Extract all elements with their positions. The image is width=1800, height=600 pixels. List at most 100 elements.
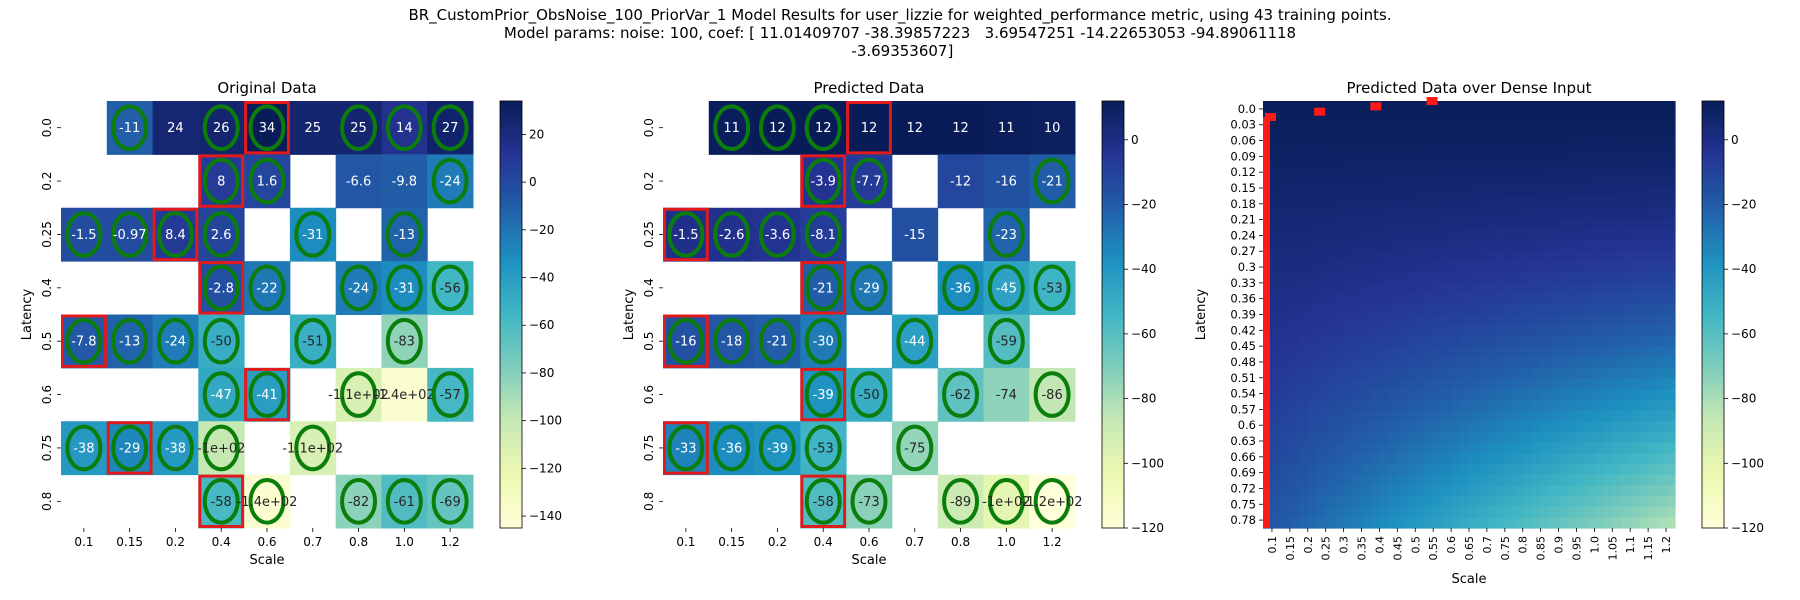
dense-heatmap-cell [1316,133,1327,145]
colorbar-band [1702,431,1724,438]
dense-heatmap-cell [1442,389,1452,401]
training-point-circle [942,477,980,525]
dense-heatmap-cell [1495,335,1506,348]
dense-heatmap-cell [1280,229,1291,241]
colorbar-tick-label: 0 [1131,133,1139,147]
cell-value-label: -86 [1041,388,1062,403]
dense-heatmap-cell [1325,357,1336,369]
dense-heatmap-cell [1513,378,1524,390]
dense-heatmap-cell [1576,261,1587,273]
dense-heatmap-cell [1442,431,1452,444]
dense-heatmap-cell [1397,442,1407,454]
dense-heatmap-cell [1549,207,1560,220]
dense-heatmap-cell [1325,346,1336,358]
dense-heatmap-cell [1263,101,1273,113]
dense-heatmap-cell [1316,282,1327,294]
training-point-circle [111,211,149,258]
dense-heatmap-cell [1343,293,1354,305]
dense-heatmap-cell [1433,143,1443,155]
colorbar-band [1102,362,1124,369]
dense-heatmap-cell [1585,485,1595,497]
colorbar-band [1702,442,1724,449]
dense-heatmap-cell [1325,186,1336,198]
dense-heatmap-cell [1594,335,1604,348]
dense-heatmap-cell [1603,250,1613,262]
dense-heatmap-cell [1639,357,1649,369]
dense-heatmap-cell [1280,282,1291,294]
dense-heatmap-cell [1531,346,1542,358]
dense-heatmap-cell [1442,186,1452,198]
dense-heatmap-cell [1325,378,1336,390]
training-point-circle [431,104,469,152]
dense-heatmap-cell [1594,506,1604,518]
dense-heatmap-cell [1576,250,1587,262]
dense-heatmap-cell [1388,495,1398,508]
colorbar-band [1102,373,1124,380]
dense-heatmap-cell [1397,303,1407,316]
dense-heatmap-cell [1477,175,1488,187]
dense-heatmap-cell [1370,463,1381,476]
dense-heatmap-cell [1549,346,1560,358]
dense-heatmap-cell [1442,101,1452,113]
dense-heatmap-cell [1307,143,1318,155]
dense-heatmap-cell [1486,431,1497,444]
colorbar-band [500,506,522,513]
dense-heatmap-cell [1433,229,1443,241]
dense-heatmap-cell [1612,250,1622,262]
dense-heatmap-cell [1334,506,1345,518]
dense-heatmap-cell [1486,111,1497,123]
dense-heatmap-cell [1576,389,1587,401]
dense-heatmap-cell [1469,154,1479,166]
dense-heatmap-cell [1388,442,1398,454]
x-tick-label: 0.8 [349,535,368,549]
dense-heatmap-cell [1594,474,1604,486]
colorbar-tick-label: −100 [1731,456,1764,470]
dense-heatmap-cell [1280,271,1291,284]
dense-heatmap-cell [1442,410,1452,422]
dense-heatmap-cell [1558,442,1569,454]
dense-heatmap-cell [1388,410,1398,422]
x-tick-label: 1.1 [1624,536,1637,554]
dense-heatmap-cell [1522,367,1533,380]
dense-heatmap-cell [1460,410,1470,422]
dense-heatmap-cell [1477,389,1488,401]
dense-heatmap-cell [1271,357,1282,369]
dense-heatmap-cell [1495,293,1506,305]
dense-heatmap-cell [1495,303,1506,316]
dense-heatmap-cell [1567,506,1578,518]
dense-heatmap-cell [1433,474,1443,486]
dense-heatmap-cell [1352,261,1363,273]
colorbar-band [500,239,522,246]
dense-heatmap-cell [1388,453,1398,465]
dense-heatmap-cell [1442,293,1452,305]
dense-heatmap-cell [1451,346,1461,358]
dense-heatmap-cell [1343,303,1354,316]
colorbar-band [1702,367,1724,374]
dense-heatmap-cell [1469,271,1479,284]
dense-heatmap-cell [1388,346,1398,358]
dense-heatmap-cell [1549,399,1560,412]
dense-heatmap-cell [1397,410,1407,422]
dense-heatmap-cell [1424,495,1434,508]
colorbar-band [1702,234,1724,241]
dense-heatmap-cell [1522,389,1533,401]
dense-heatmap-cell [1388,463,1398,476]
colorbar-band [1102,431,1124,438]
dense-heatmap-cell [1334,485,1345,497]
x-tick-label: 0.65 [1463,536,1476,561]
dense-heatmap-cell [1388,229,1398,241]
colorbar-band [1102,213,1124,220]
dense-heatmap-cell [1621,282,1631,294]
y-tick-label: 0.66 [1230,450,1256,464]
dense-heatmap-cell [1388,218,1398,230]
colorbar-band [1702,506,1724,513]
training-point-circle [340,104,378,152]
cell-value-label: -36 [950,281,971,296]
dense-heatmap-cell [1594,165,1604,177]
colorbar-band [1102,170,1124,177]
dense-heatmap-cell [1477,133,1488,145]
dense-heatmap-cell [1415,367,1425,380]
dense-heatmap-cell [1657,367,1667,380]
dense-heatmap-cell [1280,261,1291,273]
dense-heatmap-cell [1361,122,1372,134]
